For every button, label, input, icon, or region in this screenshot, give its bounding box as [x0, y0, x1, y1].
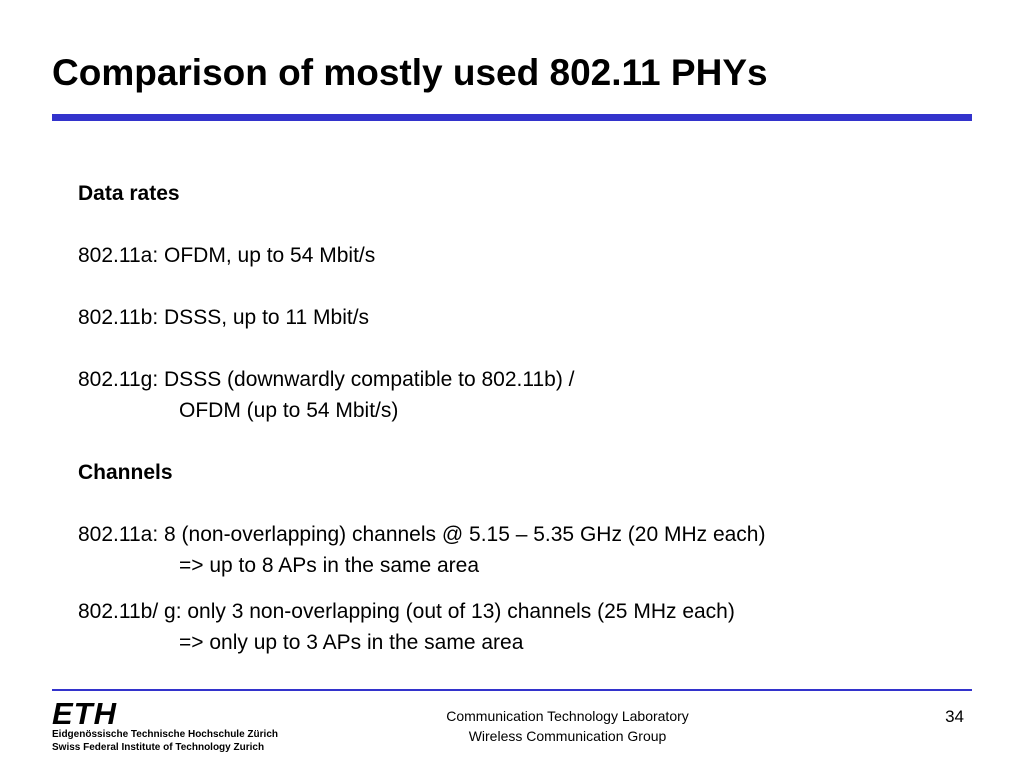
eth-logo-english-name: Swiss Federal Institute of Technology Zu…	[52, 742, 265, 753]
page-number: 34	[945, 707, 964, 726]
slide-body: Data rates 802.11a: OFDM, up to 54 Mbit/…	[78, 178, 765, 658]
rate-802-11a: 802.11a: OFDM, up to 54 Mbit/s	[78, 244, 376, 267]
channels-802-11a-line-2: => up to 8 APs in the same area	[179, 554, 480, 577]
title-divider	[52, 114, 972, 121]
eth-logo-german-name: Eidgenössische Technische Hochschule Zür…	[52, 729, 278, 740]
lab-name: Communication Technology Laboratory	[446, 708, 689, 724]
rate-802-11b: 802.11b: DSSS, up to 11 Mbit/s	[78, 306, 370, 329]
group-name: Wireless Communication Group	[468, 728, 667, 744]
channels-802-11bg-line-2: => only up to 3 APs in the same area	[179, 631, 524, 654]
lab-footer: Communication Technology Laboratory Wire…	[400, 706, 735, 746]
eth-logo: ETH Eidgenössische Technische Hochschule…	[52, 696, 282, 760]
channels-802-11bg-line-1: 802.11b/ g: only 3 non-overlapping (out …	[78, 600, 735, 623]
rate-802-11g-line-2: OFDM (up to 54 Mbit/s)	[179, 399, 399, 422]
data-rates-heading: Data rates	[78, 182, 180, 205]
footer-divider	[52, 689, 972, 691]
rate-802-11g-line-1: 802.11g: DSSS (downwardly compatible to …	[78, 368, 575, 391]
slide-title: Comparison of mostly used 802.11 PHYs	[52, 52, 768, 93]
channels-802-11a-line-1: 802.11a: 8 (non-overlapping) channels @ …	[78, 523, 766, 546]
eth-logo-mark: ETH	[52, 696, 117, 731]
channels-heading: Channels	[78, 461, 173, 484]
